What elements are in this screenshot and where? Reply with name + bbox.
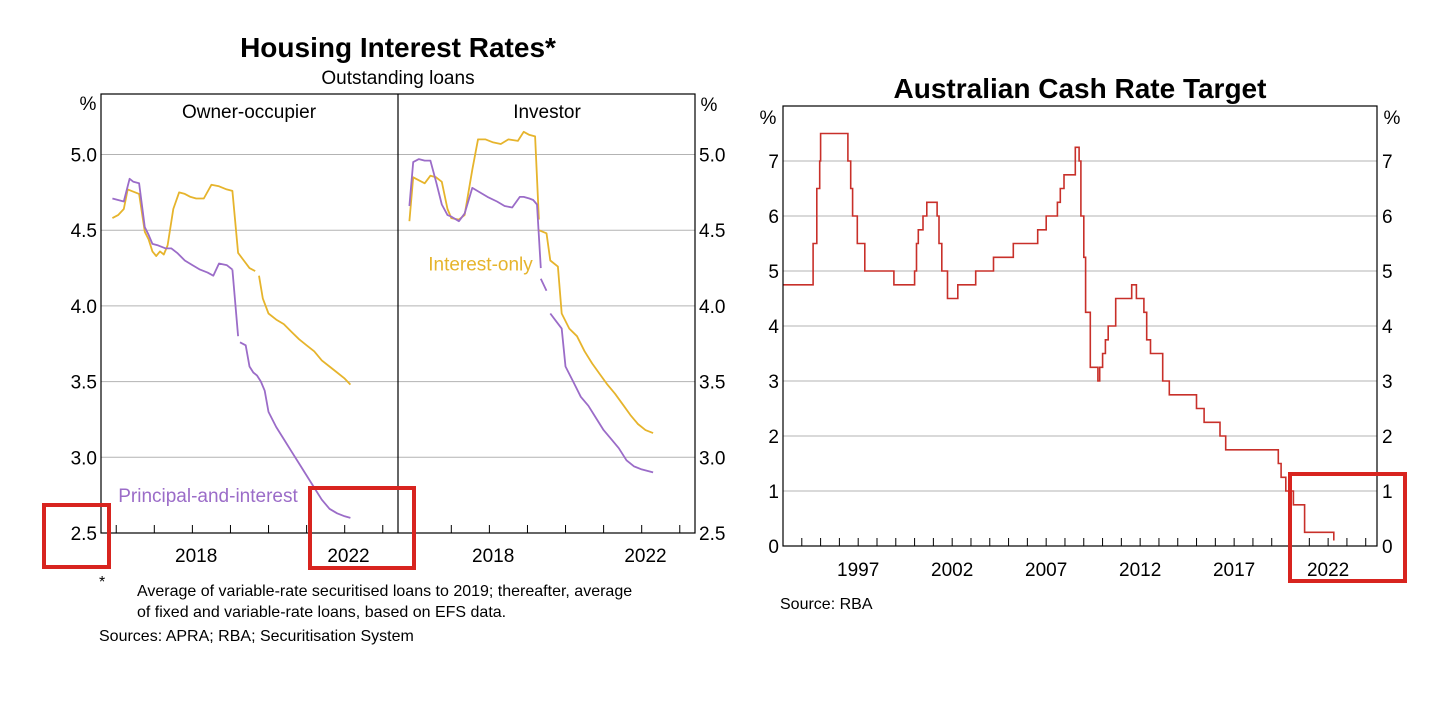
footnote-marker: * [99, 574, 105, 591]
series-line-interest-only [538, 229, 654, 434]
right-x-tick-label: 2002 [931, 560, 973, 581]
left-x-tick-label: 2018 [472, 546, 514, 567]
right-chart-y-tick-label-left: 0 [768, 537, 779, 558]
right-x-tick-label: 2017 [1213, 560, 1255, 581]
right-chart-y-tick-label-right: 5 [1382, 262, 1393, 283]
right-chart-title: Australian Cash Rate Target [894, 73, 1267, 104]
highlight-box-left-axis [42, 503, 111, 569]
series-label-principal-and-interest: Principal-and-interest [118, 486, 298, 507]
right-chart-y-tick-label-left: 1 [768, 482, 779, 503]
highlight-boxes [42, 472, 1407, 583]
cash-rate-line [783, 132, 1335, 541]
right-chart-tick-labels: 0 0 1 1 2 2 3 3 4 4 5 5 6 6 7 7 1997 2002 2007 2012 2017 2022 [768, 152, 1393, 581]
series-line-principal-and-interest [539, 278, 548, 292]
right-chart-y-tick-label-right: 7 [1382, 152, 1393, 173]
series-line-interest-only [258, 275, 352, 386]
right-y-tick-label: 4.0 [699, 297, 725, 318]
left-y-tick-label: 4.5 [71, 221, 97, 242]
left-x-tick-label: 2018 [175, 546, 217, 567]
left-unit-label-right: % [701, 95, 718, 116]
right-chart-y-tick-label-left: 3 [768, 372, 779, 393]
right-chart-gridlines [783, 160, 1377, 546]
right-chart-y-tick-label-right: 4 [1382, 317, 1393, 338]
right-chart-y-tick-label-right: 0 [1382, 537, 1393, 558]
right-x-tick-label: 1997 [837, 560, 879, 581]
left-sources: Sources: APRA; RBA; Securitisation Syste… [99, 628, 414, 645]
series-line-principal-and-interest [112, 177, 233, 277]
series-line-principal-and-interest [408, 158, 542, 269]
left-x-tick-label: 2022 [327, 546, 369, 567]
highlight-box-right-2022 [1288, 472, 1407, 583]
right-chart-y-tick-label-left: 5 [768, 262, 779, 283]
panel-title-investor: Investor [513, 102, 581, 123]
right-y-tick-label: 2.5 [699, 524, 725, 545]
right-unit-label-right: % [1384, 108, 1401, 129]
right-chart-y-tick-label-left: 6 [768, 207, 779, 228]
highlight-box-left-2022 [308, 486, 416, 570]
right-chart-y-tick-label-left: 7 [768, 152, 779, 173]
footnote-line-2: of fixed and variable-rate loans, based … [137, 604, 506, 621]
series-label-interest-only: Interest-only [428, 255, 533, 276]
right-chart-y-tick-label-right: 6 [1382, 207, 1393, 228]
series-line-interest-only [408, 130, 540, 222]
left-chart-tick-labels: 2.5 2.5 3.0 3.0 3.5 3.5 4.0 4.0 4.5 4.5 5.0 5.0 2018… [71, 146, 726, 567]
right-chart-y-tick-label-right: 2 [1382, 427, 1393, 448]
series-line-principal-and-interest [239, 341, 351, 519]
right-chart-y-tick-label-right: 1 [1382, 482, 1393, 503]
left-chart-series [111, 130, 654, 519]
panel-title-owner-occupier: Owner-occupier [182, 102, 317, 123]
left-y-tick-label: 3.0 [71, 448, 97, 469]
right-chart-frame [782, 105, 1378, 547]
right-chart-series [783, 132, 1335, 541]
right-source: Source: RBA [780, 596, 873, 613]
series-line-principal-and-interest [231, 269, 239, 337]
right-y-tick-label: 3.0 [699, 448, 725, 469]
right-unit-label-left: % [760, 108, 777, 129]
left-y-tick-label: 5.0 [71, 146, 97, 167]
left-unit-label-left: % [80, 94, 97, 115]
right-x-tick-label: 2022 [1307, 560, 1349, 581]
right-chart-y-tick-label-right: 3 [1382, 372, 1393, 393]
series-line-principal-and-interest [549, 312, 654, 474]
left-y-tick-label: 4.0 [71, 297, 97, 318]
left-chart-subtitle: Outstanding loans [321, 68, 474, 89]
left-chart-title: Housing Interest Rates* [240, 32, 556, 63]
left-x-tick-label: 2022 [624, 546, 666, 567]
footnote-line-1: Average of variable-rate securitised loa… [137, 583, 632, 600]
right-y-tick-label: 3.5 [699, 373, 725, 394]
right-y-tick-label: 5.0 [699, 146, 725, 167]
right-x-tick-label: 2007 [1025, 560, 1067, 581]
right-chart-y-tick-label-left: 4 [768, 317, 779, 338]
right-y-tick-label: 4.5 [699, 221, 725, 242]
left-y-tick-label: 2.5 [71, 524, 97, 545]
right-chart-y-tick-label-left: 2 [768, 427, 779, 448]
right-x-tick-label: 2012 [1119, 560, 1161, 581]
series-line-interest-only [111, 183, 256, 272]
left-y-tick-label: 3.5 [71, 373, 97, 394]
